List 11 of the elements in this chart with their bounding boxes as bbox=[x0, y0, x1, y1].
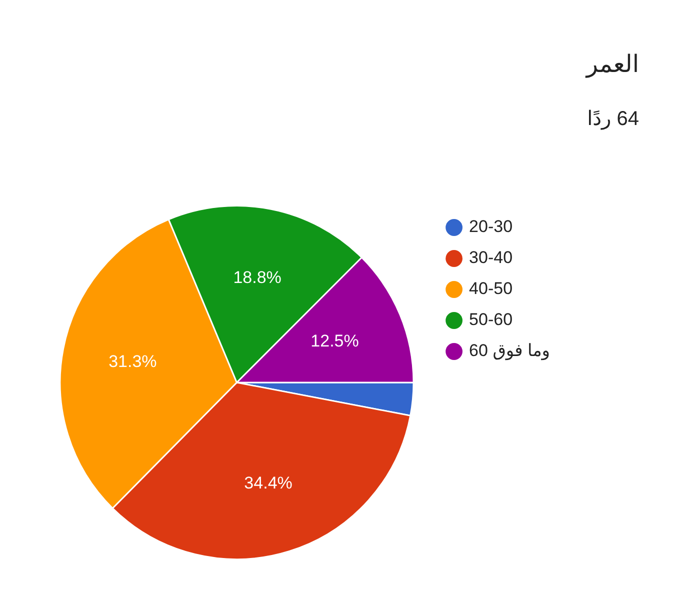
data-label: 12.5% bbox=[310, 332, 359, 351]
text: 64 ردًا bbox=[587, 107, 639, 131]
legend-label: وما فوق 60 bbox=[469, 341, 550, 362]
legend-label: 50-60 bbox=[469, 310, 513, 330]
legend-label: 30-40 bbox=[469, 248, 513, 268]
data-label: 18.8% bbox=[233, 268, 282, 288]
legend-label: 40-50 bbox=[469, 279, 513, 298]
legend-label: 20-30 bbox=[469, 217, 513, 236]
text: العمر bbox=[586, 50, 639, 79]
data-label: 34.4% bbox=[244, 473, 292, 492]
data-label: 31.3% bbox=[108, 352, 157, 371]
